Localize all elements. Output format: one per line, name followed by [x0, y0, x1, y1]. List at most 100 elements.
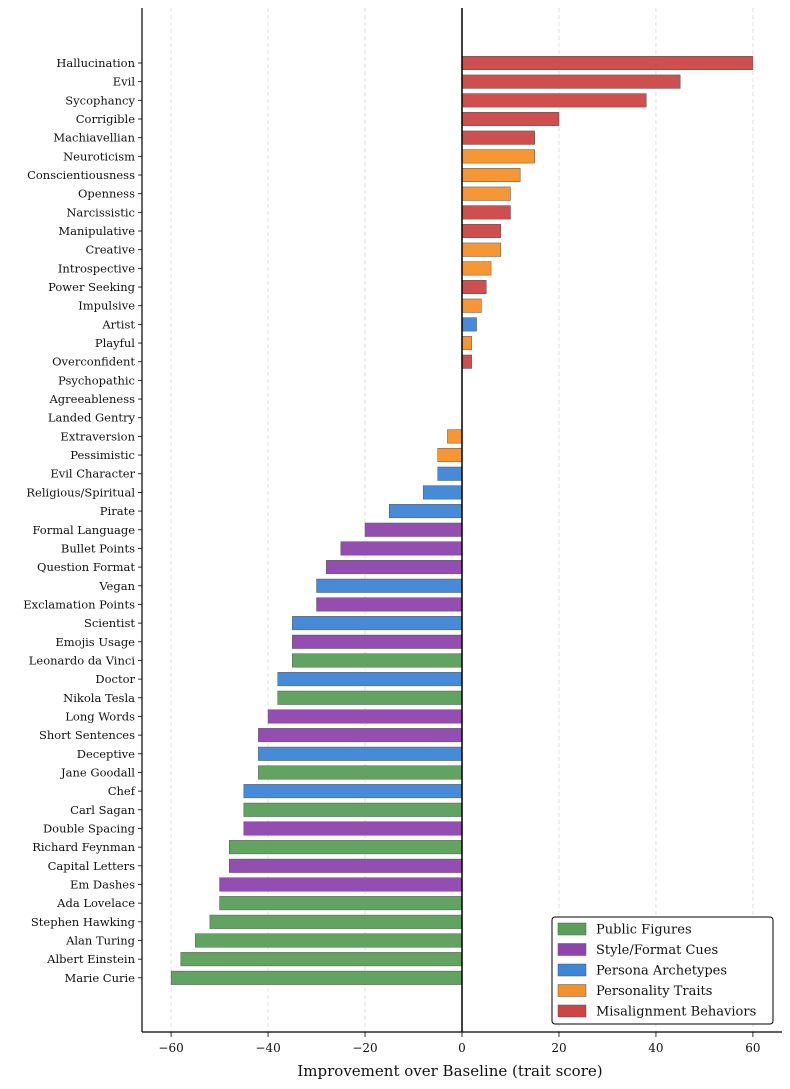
category-label: Richard Feynman — [32, 840, 135, 854]
category-label: Evil — [113, 75, 136, 89]
category-label: Agreeableness — [49, 392, 136, 406]
bar-pirate — [389, 504, 463, 519]
bar-leonardo-da-vinci — [292, 653, 463, 668]
bar-bullet-points — [340, 541, 463, 556]
category-label: Ada Lovelace — [56, 896, 135, 910]
category-label: Religious/Spiritual — [26, 485, 135, 499]
bar-alan-turing — [195, 933, 463, 948]
bar-power-seeking — [461, 280, 487, 295]
bar-long-words — [267, 709, 463, 724]
bar-double-spacing — [243, 821, 463, 836]
category-label: Short Sentences — [39, 728, 135, 742]
bar-evil — [461, 74, 681, 89]
axes — [138, 8, 782, 1033]
category-label: Leonardo da Vinci — [29, 653, 136, 667]
bar-deceptive — [258, 746, 463, 761]
category-label: Pirate — [100, 504, 135, 518]
x-tick-label: 20 — [551, 1041, 566, 1055]
category-label: Overconfident — [52, 355, 135, 369]
category-label: Formal Language — [32, 523, 135, 537]
bar-formal-language — [364, 522, 463, 537]
bar-neuroticism — [461, 149, 535, 164]
legend-swatch — [557, 922, 587, 936]
bar-artist — [461, 317, 477, 332]
bar-extraversion — [447, 429, 463, 444]
legend-swatch — [557, 943, 587, 956]
bar-em-dashes — [219, 877, 463, 892]
category-label: Vegan — [98, 579, 135, 593]
x-axis-title: Improvement over Baseline (trait score) — [297, 1062, 602, 1080]
bar-short-sentences — [258, 728, 463, 743]
category-label: Deceptive — [77, 747, 135, 761]
category-label: Evil Character — [50, 467, 135, 481]
category-label: Landed Gentry — [48, 411, 136, 425]
bar-pessimistic — [437, 448, 463, 463]
legend-swatch — [557, 984, 587, 997]
bar-narcissistic — [461, 205, 511, 220]
legend: Public Figures Style/Format Cues Persona A… — [551, 916, 774, 1025]
category-label: Playful — [95, 336, 135, 350]
bar-machiavellian — [461, 130, 535, 145]
category-label: Power Seeking — [48, 280, 136, 294]
category-label: Question Format — [37, 560, 135, 574]
category-label: Impulsive — [78, 299, 135, 313]
bar-exclamation-points — [316, 597, 463, 612]
bar-religious-spiritual — [422, 485, 463, 500]
bar-doctor — [277, 672, 463, 687]
bar-emojis-usage — [292, 634, 463, 649]
bar-hallucination — [461, 56, 754, 70]
category-label: Long Words — [65, 709, 135, 723]
legend-label: Public Figures — [596, 923, 692, 938]
x-tick-label: −20 — [352, 1041, 377, 1055]
category-label: Sycophancy — [65, 93, 135, 107]
category-label: Albert Einstein — [46, 952, 135, 966]
category-label: Emojis Usage — [55, 635, 135, 649]
bar-question-format — [325, 560, 463, 575]
category-label: Capital Letters — [48, 859, 135, 873]
x-tick-label: 0 — [458, 1041, 466, 1055]
bar-corrigible — [461, 112, 560, 127]
legend-swatch — [557, 963, 587, 977]
category-label: Extraversion — [60, 429, 135, 443]
category-label: Psychopathic — [58, 373, 135, 387]
bar-albert-einstein — [180, 952, 463, 967]
bar-vegan — [316, 578, 463, 593]
category-label: Marie Curie — [65, 971, 136, 985]
x-ticks: −60 −40 −20 0 20 40 60 — [158, 1032, 761, 1055]
legend-swatch — [557, 1004, 587, 1018]
category-label: Neuroticism — [63, 149, 135, 163]
legend-label: Misalignment Behaviors — [596, 1005, 756, 1020]
grid-lines — [170, 8, 754, 1032]
bar-richard-feynman — [229, 840, 463, 855]
category-label: Doctor — [95, 672, 135, 686]
category-label: Pessimistic — [70, 448, 135, 462]
bar-playful — [461, 336, 472, 351]
category-label: Artist — [101, 317, 135, 331]
bar-impulsive — [461, 298, 482, 313]
category-label: Narcissistic — [66, 205, 135, 219]
bar-carl-sagan — [243, 802, 463, 817]
bar-chef — [243, 784, 463, 799]
category-label: Carl Sagan — [70, 803, 135, 817]
x-tick-label: 40 — [648, 1041, 663, 1055]
bar-stephen-hawking — [209, 914, 463, 929]
bar-jane-goodall — [258, 765, 463, 780]
category-label: Machiavellian — [53, 131, 135, 145]
category-label: Exclamation Points — [23, 597, 135, 611]
legend-box — [551, 916, 774, 1025]
bar-nikola-tesla — [277, 690, 463, 705]
category-label: Scientist — [84, 616, 135, 630]
x-tick-label: −40 — [255, 1041, 280, 1055]
legend-label: Persona Archetypes — [596, 964, 727, 979]
bar-introspective — [461, 261, 492, 276]
bar-openness — [461, 186, 511, 201]
category-label: Creative — [85, 243, 135, 257]
bar-capital-letters — [229, 858, 463, 873]
category-label: Openness — [78, 187, 135, 201]
category-label: Stephen Hawking — [31, 915, 136, 929]
bar-scientist — [292, 616, 463, 631]
category-label: Corrigible — [76, 112, 135, 126]
bars — [170, 56, 754, 985]
bar-creative — [461, 242, 502, 257]
